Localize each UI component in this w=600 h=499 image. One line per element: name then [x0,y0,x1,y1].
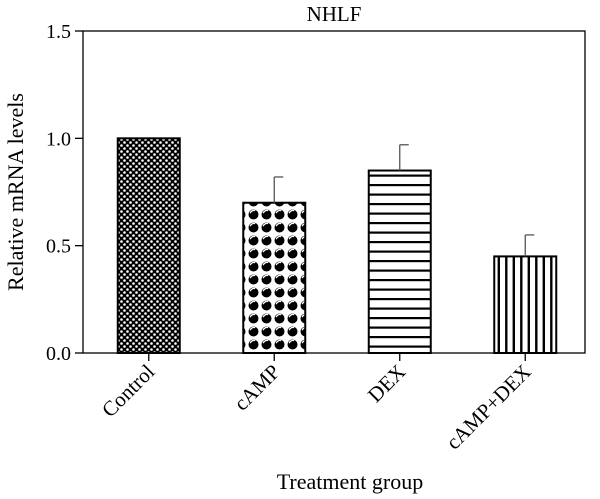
chart-title: NHLF [307,2,362,26]
x-axis-title: Treatment group [277,469,423,494]
y-tick-label: 1.0 [46,128,71,150]
bar-control [116,137,181,354]
y-tick-label: 0.5 [46,236,71,258]
x-tick-label: DEX [363,360,410,407]
y-tick-label: 1.5 [46,21,71,43]
bar-camp-dex [493,255,558,354]
plot-frame [82,30,586,354]
bar-dex [367,169,432,354]
y-axis-title: Relative mRNA levels [3,93,28,291]
x-tick-label: Control [97,359,159,421]
bar-camp [242,201,307,354]
y-tick-label: 0.0 [46,343,71,365]
x-tick-label: cAMP [229,360,285,416]
x-tick-label: cAMP+DEX [441,360,536,455]
